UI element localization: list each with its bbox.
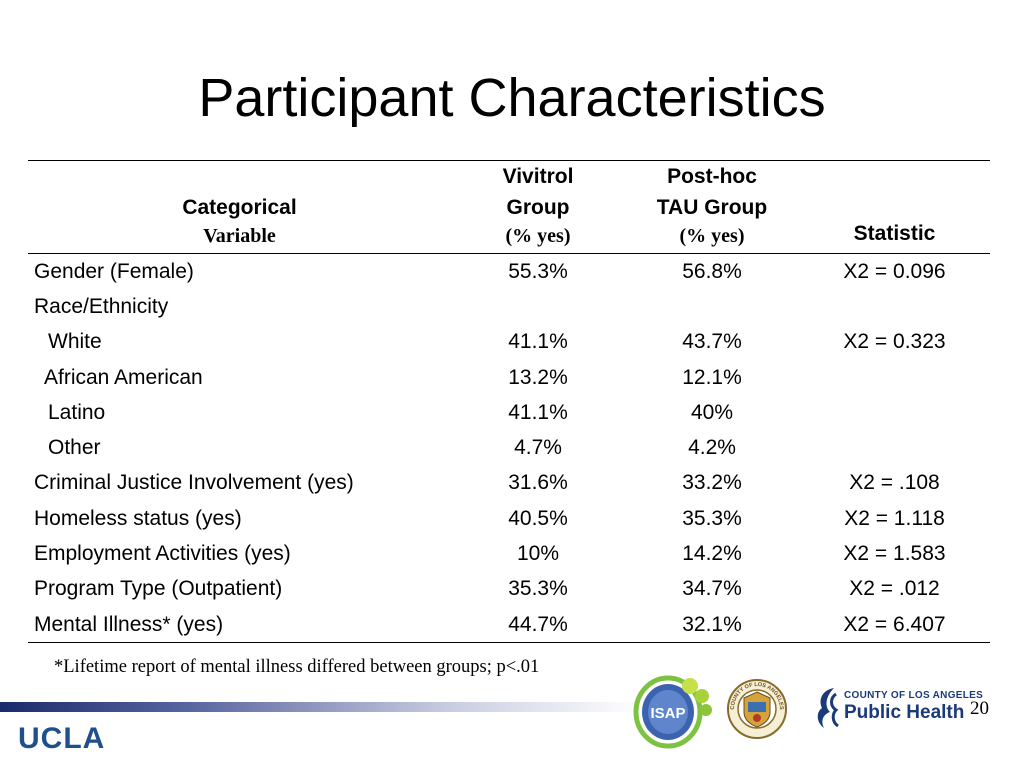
- footnote: *Lifetime report of mental illness diffe…: [54, 656, 539, 678]
- statistic-value: [799, 430, 990, 465]
- table-row: Other 4.7% 4.2%: [28, 430, 990, 465]
- vivitrol-value: 31.6%: [451, 466, 625, 501]
- header-variable-line1: Categorical: [28, 192, 451, 223]
- header-vivitrol: Vivitrol Group (% yes): [451, 161, 625, 254]
- tau-value: 33.2%: [625, 466, 799, 501]
- characteristics-table: Categorical Variable Vivitrol Group (% y…: [28, 160, 990, 643]
- statistic-value: X2 = .012: [799, 572, 990, 607]
- tau-value: 14.2%: [625, 536, 799, 571]
- header-tau-line2: TAU Group: [625, 192, 799, 223]
- table-row: Program Type (Outpatient) 35.3% 34.7% X2…: [28, 572, 990, 607]
- vivitrol-value: 55.3%: [451, 254, 625, 290]
- row-label: Mental Illness* (yes): [28, 607, 451, 643]
- isap-logo-icon: ISAP: [632, 672, 720, 750]
- vivitrol-value: 40.5%: [451, 501, 625, 536]
- header-vivitrol-line2: Group: [451, 192, 625, 223]
- statistic-value: X2 = 1.583: [799, 536, 990, 571]
- header-vivitrol-line1: Vivitrol: [451, 161, 625, 192]
- vivitrol-value: 13.2%: [451, 360, 625, 395]
- table-header-row: Categorical Variable Vivitrol Group (% y…: [28, 161, 990, 254]
- ucla-logo: UCLA: [18, 722, 105, 756]
- statistic-value: X2 = 0.096: [799, 254, 990, 290]
- table-row: Criminal Justice Involvement (yes) 31.6%…: [28, 466, 990, 501]
- header-variable: Categorical Variable: [28, 161, 451, 254]
- slide-title: Participant Characteristics: [0, 62, 1024, 134]
- statistic-value: [799, 395, 990, 430]
- tau-value: 32.1%: [625, 607, 799, 643]
- row-label: African American: [28, 360, 451, 395]
- tau-value: [625, 289, 799, 324]
- row-label: Program Type (Outpatient): [28, 572, 451, 607]
- row-label: Homeless status (yes): [28, 501, 451, 536]
- table-row: Employment Activities (yes) 10% 14.2% X2…: [28, 536, 990, 571]
- header-statistic-line1: Statistic: [799, 218, 990, 249]
- table-row: White 41.1% 43.7% X2 = 0.323: [28, 325, 990, 360]
- row-label: Employment Activities (yes): [28, 536, 451, 571]
- row-label: Gender (Female): [28, 254, 451, 290]
- row-label: Other: [28, 430, 451, 465]
- statistic-value: X2 = 6.407: [799, 607, 990, 643]
- row-label: Race/Ethnicity: [28, 289, 451, 324]
- statistic-value: X2 = 1.118: [799, 501, 990, 536]
- table-row: Race/Ethnicity: [28, 289, 990, 324]
- tau-value: 34.7%: [625, 572, 799, 607]
- vivitrol-value: 35.3%: [451, 572, 625, 607]
- vivitrol-value: [451, 289, 625, 324]
- row-label: Latino: [28, 395, 451, 430]
- vivitrol-value: 44.7%: [451, 607, 625, 643]
- header-tau-line3: (% yes): [625, 223, 799, 249]
- tau-value: 43.7%: [625, 325, 799, 360]
- tau-value: 35.3%: [625, 501, 799, 536]
- page-number: 20: [970, 698, 989, 720]
- vivitrol-value: 4.7%: [451, 430, 625, 465]
- table-row: Homeless status (yes) 40.5% 35.3% X2 = 1…: [28, 501, 990, 536]
- public-health-county-label: COUNTY OF LOS ANGELES: [844, 690, 983, 701]
- header-vivitrol-line3: (% yes): [451, 223, 625, 249]
- statistic-value: X2 = 0.323: [799, 325, 990, 360]
- county-seal-icon: COUNTY OF LOS ANGELES: [726, 678, 788, 740]
- header-variable-line2: Variable: [28, 223, 451, 249]
- vivitrol-value: 10%: [451, 536, 625, 571]
- tau-value: 56.8%: [625, 254, 799, 290]
- row-label: Criminal Justice Involvement (yes): [28, 466, 451, 501]
- header-tau-line1: Post-hoc: [625, 161, 799, 192]
- header-statistic: Statistic: [799, 161, 990, 254]
- tau-value: 4.2%: [625, 430, 799, 465]
- isap-logo-text: ISAP: [650, 705, 685, 722]
- statistic-value: [799, 289, 990, 324]
- table-row: African American 13.2% 12.1%: [28, 360, 990, 395]
- tau-value: 12.1%: [625, 360, 799, 395]
- footer-gradient-bar: [0, 702, 640, 712]
- tau-value: 40%: [625, 395, 799, 430]
- table-row: Latino 41.1% 40%: [28, 395, 990, 430]
- table-row: Gender (Female) 55.3% 56.8% X2 = 0.096: [28, 254, 990, 290]
- statistic-value: [799, 360, 990, 395]
- vivitrol-value: 41.1%: [451, 395, 625, 430]
- row-label: White: [28, 325, 451, 360]
- public-health-label: Public Health: [844, 702, 964, 724]
- header-tau: Post-hoc TAU Group (% yes): [625, 161, 799, 254]
- vivitrol-value: 41.1%: [451, 325, 625, 360]
- public-health-logo-icon: [814, 686, 844, 732]
- statistic-value: X2 = .108: [799, 466, 990, 501]
- table-row: Mental Illness* (yes) 44.7% 32.1% X2 = 6…: [28, 607, 990, 643]
